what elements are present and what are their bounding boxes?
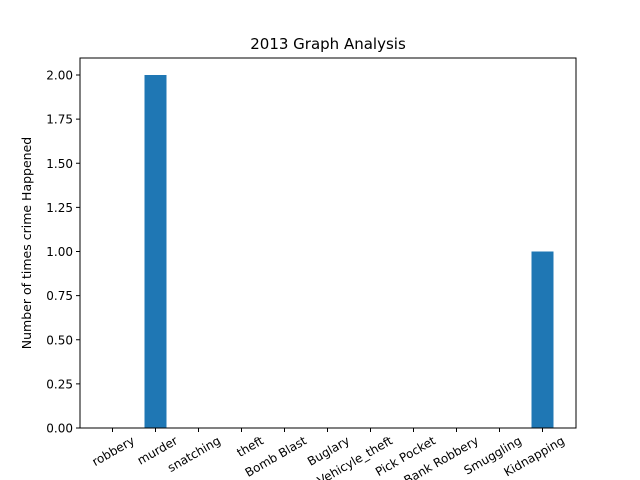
- bar-kidnapping: [531, 251, 554, 428]
- y-tick-label: 1.50: [46, 157, 73, 171]
- y-tick-label: 1.00: [46, 245, 73, 259]
- chart-title: 2013 Graph Analysis: [250, 35, 406, 53]
- bar-murder: [144, 75, 167, 428]
- y-tick-label: 0.25: [46, 377, 73, 391]
- y-tick-label: 2.00: [46, 69, 73, 83]
- y-tick-label: 0.50: [46, 333, 73, 347]
- y-tick-label: 0.00: [46, 422, 73, 436]
- plot-frame: [79, 57, 577, 429]
- y-tick-label: 1.25: [46, 201, 73, 215]
- y-axis: 0.00 0.25 0.50 0.75 1.00 1.25 1.50 1.75 2.00: [46, 69, 80, 436]
- y-tick-label: 0.75: [46, 289, 73, 303]
- bars-group: [144, 75, 554, 428]
- x-tick-label: robbery: [90, 433, 137, 468]
- y-axis-label: Number of times crime Happened: [19, 137, 34, 349]
- y-tick-label: 1.75: [46, 113, 73, 127]
